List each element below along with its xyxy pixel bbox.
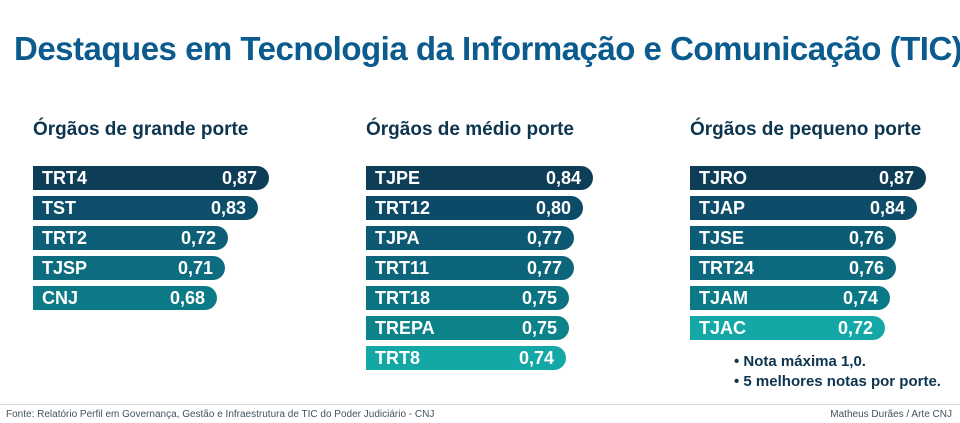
bar-category-label: TRT11 <box>375 258 430 278</box>
bar-category-label: TST <box>42 198 76 218</box>
bar-category-label: TJSE <box>699 228 745 248</box>
bar-trt18: TRT18 0,75 <box>366 286 569 310</box>
chart-small-bodies: Órgãos de pequeno porte TJRO 0,87 TJAP 0,84… <box>690 118 960 392</box>
bar-value-label: 0,74 <box>842 288 878 308</box>
bar-value-label: 0,87 <box>878 168 914 188</box>
note-max-score: • Nota máxima 1,0. <box>734 353 866 370</box>
chart-title: Órgãos de pequeno porte <box>690 119 922 140</box>
bar-category-label: TRT18 <box>375 288 431 308</box>
bar-category-label: TRT24 <box>699 258 755 278</box>
bar-tjam: TJAM 0,74 <box>690 286 890 310</box>
bar-trt8: TRT8 0,74 <box>366 346 566 370</box>
bar-trt11: TRT11 0,77 <box>366 256 574 280</box>
bar-tjap: TJAP 0,84 <box>690 196 917 220</box>
bar-category-label: TJPE <box>375 168 421 188</box>
bar-category-label: TRT12 <box>375 198 431 218</box>
notes: • Nota máxima 1,0. • 5 melhores notas po… <box>734 352 960 392</box>
bar-category-label: TJRO <box>699 168 748 188</box>
bar-tjpe: TJPE 0,84 <box>366 166 593 190</box>
bar-tjac: TJAC 0,72 <box>690 316 885 340</box>
bar-category-label: TRT4 <box>42 168 87 188</box>
bars-container: TJPE 0,84 TRT12 0,80 TJPA 0,77 TRT11 0,77 TRT18 0… <box>366 166 636 370</box>
bar-value-label: 0,77 <box>526 258 562 278</box>
bar-category-label: TRT8 <box>375 348 420 368</box>
bar-category-label: TJSP <box>42 258 88 278</box>
bar-value-label: 0,75 <box>521 318 557 338</box>
bar-value-label: 0,71 <box>177 258 213 278</box>
footer-divider <box>0 404 960 405</box>
credit-note: Matheus Durães / Arte CNJ <box>830 409 952 420</box>
bar-value-label: 0,84 <box>545 168 581 188</box>
bar-value-label: 0,87 <box>221 168 257 188</box>
bar-tst: TST 0,83 <box>33 196 258 220</box>
chart-title: Órgãos de médio porte <box>366 119 574 140</box>
bar-category-label: TJAP <box>699 198 746 218</box>
bar-category-label: TJPA <box>375 228 420 248</box>
bar-value-label: 0,72 <box>837 318 873 338</box>
bar-value-label: 0,75 <box>521 288 557 308</box>
bar-tjro: TJRO 0,87 <box>690 166 926 190</box>
chart-large-bodies: Órgãos de grande porte TRT4 0,87 TST 0,83 TR… <box>33 118 303 316</box>
bar-trt2: TRT2 0,72 <box>33 226 228 250</box>
bar-value-label: 0,74 <box>518 348 554 368</box>
bar-trepa: TREPA 0,75 <box>366 316 569 340</box>
chart-medium-bodies: Órgãos de médio porte TJPE 0,84 TRT12 0,80 T… <box>366 118 636 376</box>
bar-value-label: 0,77 <box>526 228 562 248</box>
bar-value-label: 0,76 <box>848 258 884 278</box>
bar-cnj: CNJ 0,68 <box>33 286 217 310</box>
note-top-five: • 5 melhores notas por porte. <box>734 373 941 390</box>
bar-category-label: CNJ <box>42 288 79 308</box>
bar-category-label: TRT2 <box>42 228 87 248</box>
bar-tjpa: TJPA 0,77 <box>366 226 574 250</box>
bar-category-label: TREPA <box>375 318 435 338</box>
bar-value-label: 0,80 <box>535 198 571 218</box>
bar-category-label: TJAC <box>699 318 747 338</box>
bar-category-label: TJAM <box>699 288 748 308</box>
bars-container: TJRO 0,87 TJAP 0,84 TJSE 0,76 TRT24 0,76 TJAM 0,7… <box>690 166 960 340</box>
bar-tjse: TJSE 0,76 <box>690 226 896 250</box>
bar-trt12: TRT12 0,80 <box>366 196 583 220</box>
bars-container: TRT4 0,87 TST 0,83 TRT2 0,72 TJSP 0,71 CNJ 0,68 <box>33 166 303 310</box>
bar-value-label: 0,84 <box>869 198 905 218</box>
bar-tjsp: TJSP 0,71 <box>33 256 225 280</box>
source-note: Fonte: Relatório Perfil em Governança, G… <box>6 409 435 420</box>
bar-value-label: 0,68 <box>169 288 205 308</box>
bar-value-label: 0,72 <box>180 228 216 248</box>
bar-trt24: TRT24 0,76 <box>690 256 896 280</box>
page-title: Destaques em Tecnologia da Informação e … <box>14 30 960 67</box>
bar-value-label: 0,83 <box>210 198 246 218</box>
bar-trt4: TRT4 0,87 <box>33 166 269 190</box>
bar-value-label: 0,76 <box>848 228 884 248</box>
chart-title: Órgãos de grande porte <box>33 119 249 140</box>
